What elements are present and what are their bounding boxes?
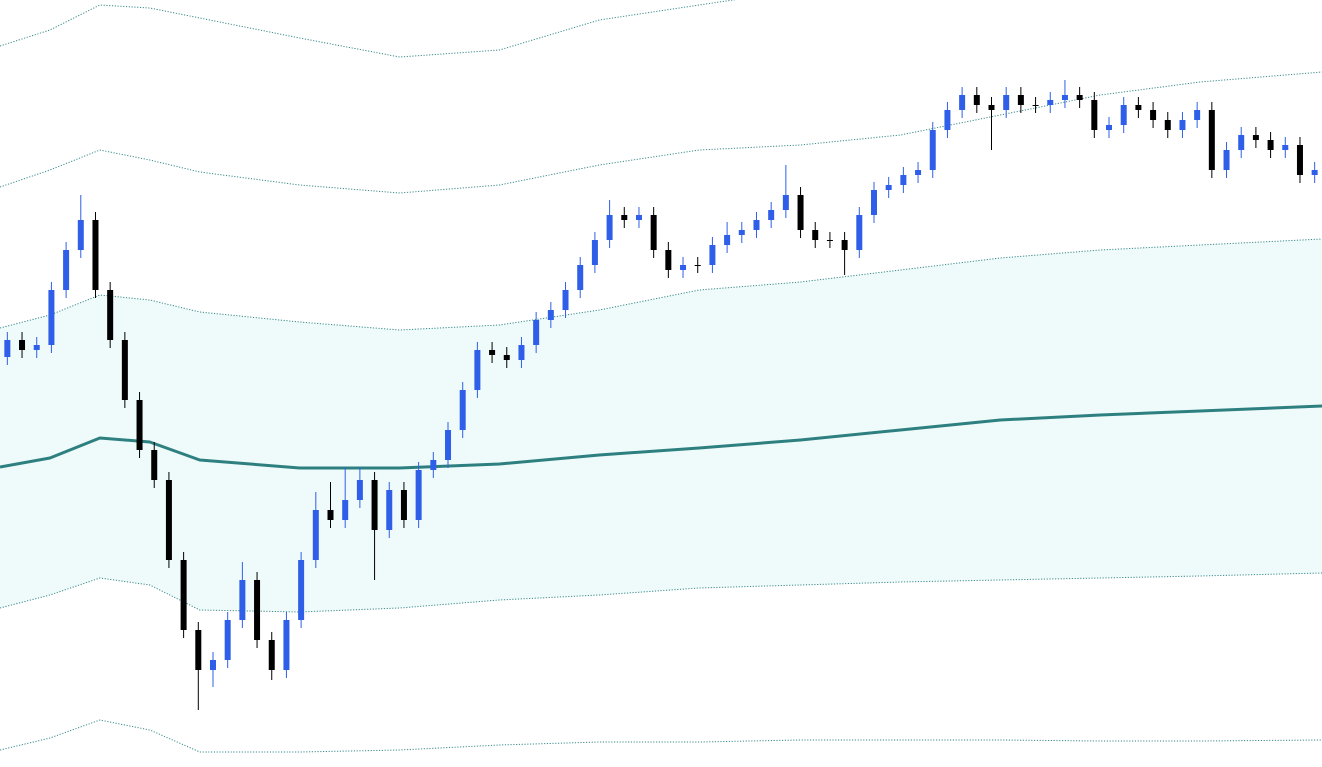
candle-body — [459, 390, 466, 430]
candle-body — [298, 560, 305, 620]
candle-body — [929, 130, 936, 170]
candle-body — [1061, 95, 1068, 100]
candle-body — [268, 640, 275, 670]
candle-body — [1032, 105, 1039, 106]
candle-body — [562, 290, 569, 310]
candle-body — [327, 510, 334, 520]
candle-body — [1208, 110, 1215, 170]
candle-body — [665, 250, 672, 270]
candle-body — [1282, 145, 1289, 150]
candle-body — [312, 510, 319, 560]
candle-body — [709, 245, 716, 265]
candle-body — [1091, 100, 1098, 130]
candle-body — [107, 290, 114, 340]
candle-body — [680, 265, 687, 270]
candle-body — [474, 350, 481, 390]
candle-body — [959, 95, 966, 110]
candle-body — [63, 250, 70, 290]
candle-body — [738, 230, 745, 235]
candle-body — [1164, 120, 1171, 130]
candle-body — [445, 430, 452, 460]
candle-body — [121, 340, 128, 400]
candle-body — [1238, 135, 1245, 150]
candle-body — [136, 400, 143, 450]
candle-body — [489, 350, 496, 355]
candle-body — [973, 95, 980, 105]
candle-body — [503, 355, 510, 360]
band-fill — [0, 239, 1322, 612]
candle-body — [400, 490, 407, 520]
candle-body — [48, 290, 55, 345]
candle-body — [77, 220, 84, 250]
candle-body — [915, 170, 922, 175]
candle-body — [826, 240, 833, 241]
candle-body — [415, 470, 422, 520]
candle-body — [1194, 110, 1201, 120]
candle-body — [900, 175, 907, 185]
candle-body — [342, 500, 349, 520]
candle-body — [768, 210, 775, 220]
candle-body — [195, 630, 202, 670]
band-line — [0, 572, 1322, 613]
candle-body — [577, 265, 584, 290]
candle-body — [1120, 105, 1127, 125]
candle-body — [606, 215, 613, 240]
candle-body — [753, 220, 760, 230]
candle-body — [209, 660, 216, 670]
candle-body — [1017, 95, 1024, 105]
candle-body — [841, 240, 848, 250]
candle-body — [650, 215, 657, 250]
candle-body — [224, 620, 231, 660]
candle-body — [239, 580, 246, 620]
candle-body — [797, 195, 804, 230]
band-line — [0, 0, 737, 58]
candle-body — [1179, 120, 1186, 130]
candle-body — [621, 215, 628, 220]
candle-body — [812, 230, 819, 240]
candle-body — [430, 460, 437, 470]
candle-body — [1296, 145, 1303, 175]
candle-body — [33, 345, 40, 350]
middle-line — [0, 404, 1322, 470]
candle-body — [885, 185, 892, 190]
candle-body — [356, 480, 363, 500]
candle-body — [1252, 135, 1259, 140]
candle-body — [870, 190, 877, 215]
candle-body — [386, 490, 393, 530]
candle-body — [1076, 95, 1083, 100]
candle-body — [4, 340, 11, 357]
candle-body — [151, 450, 158, 480]
candle-body — [1267, 140, 1274, 150]
candle-body — [1135, 105, 1142, 110]
candle-body — [518, 345, 525, 360]
candle-body — [254, 580, 261, 640]
candle-body — [533, 320, 540, 345]
candle-body — [635, 215, 642, 220]
candle-body — [1150, 110, 1157, 120]
candle-body — [92, 220, 99, 290]
candle-body — [856, 215, 863, 250]
candle-body — [1003, 95, 1010, 110]
candle-body — [180, 560, 187, 630]
candle-body — [1106, 125, 1113, 130]
candle-body — [19, 340, 26, 350]
candle-body — [591, 240, 598, 265]
candle-body — [371, 480, 378, 530]
band-line — [0, 719, 1322, 753]
candle-body — [694, 265, 701, 266]
candle-body — [944, 110, 951, 130]
candle-body — [165, 480, 172, 560]
candle-body — [724, 235, 731, 245]
candle-body — [1223, 150, 1230, 170]
candle-body — [782, 195, 789, 210]
candle-body — [1047, 100, 1054, 105]
candle-body — [1311, 170, 1318, 175]
candle-body — [988, 105, 995, 110]
candle-body — [547, 310, 554, 320]
candle-body — [283, 620, 290, 670]
